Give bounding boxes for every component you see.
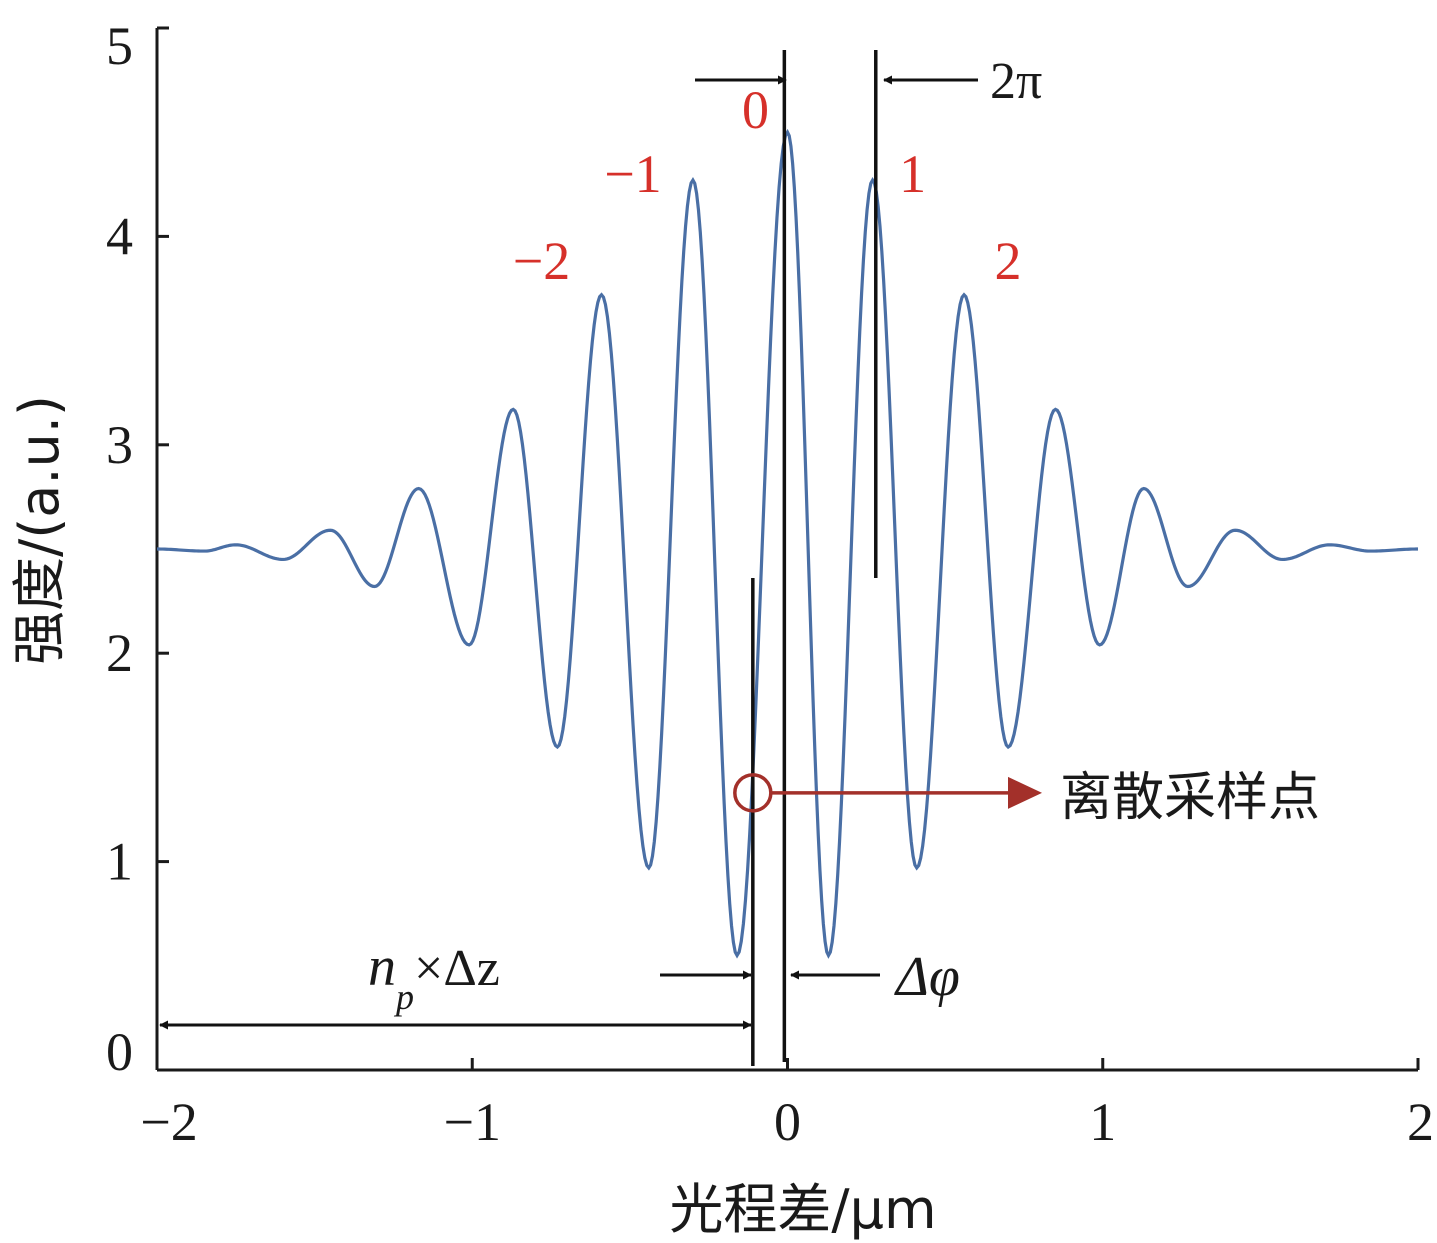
y-tick-label: 5 xyxy=(106,16,133,76)
y-tick-label: 1 xyxy=(106,832,133,892)
np-dz-label: np×Δz xyxy=(368,936,500,1017)
sample-point-label: 离散采样点 xyxy=(1060,768,1320,828)
y-tick-label: 3 xyxy=(106,415,133,475)
x-axis-title: 光程差/μm xyxy=(669,1178,936,1241)
delta-phi-label: Δφ xyxy=(894,946,960,1008)
intensity-series-line xyxy=(156,128,1419,959)
axis-tick-labels: −2 −1 0 1 2 0 1 2 3 4 5 xyxy=(106,16,1434,1152)
x-tick-label: 0 xyxy=(774,1092,801,1152)
sample-point-arrow-head xyxy=(1008,776,1042,809)
x-tick-label: −2 xyxy=(140,1092,197,1152)
y-axis-title: 强度/(a.u.) xyxy=(8,395,71,665)
peak-order-labels: −2 −1 0 1 2 xyxy=(513,80,1022,291)
y-tick-label: 4 xyxy=(106,206,133,266)
y-tick-label: 2 xyxy=(106,623,133,683)
two-pi-label: 2π xyxy=(990,53,1042,110)
peak-order-label: −2 xyxy=(513,231,570,291)
peak-order-label: 2 xyxy=(995,231,1022,291)
peak-order-label: 0 xyxy=(742,80,769,140)
y-tick-label: 0 xyxy=(106,1022,133,1082)
axis-ticks xyxy=(155,26,1420,1072)
x-tick-label: 1 xyxy=(1089,1092,1116,1152)
x-tick-label: −1 xyxy=(444,1092,501,1152)
x-tick-label: 2 xyxy=(1407,1092,1434,1152)
peak-order-label: −1 xyxy=(604,144,661,204)
peak-order-label: 1 xyxy=(899,144,926,204)
